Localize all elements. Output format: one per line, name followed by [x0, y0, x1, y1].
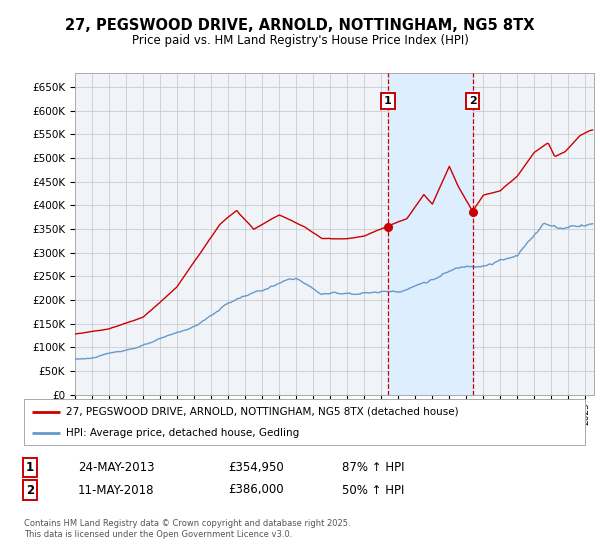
Text: 27, PEGSWOOD DRIVE, ARNOLD, NOTTINGHAM, NG5 8TX (detached house): 27, PEGSWOOD DRIVE, ARNOLD, NOTTINGHAM, …	[66, 407, 459, 417]
Text: Price paid vs. HM Land Registry's House Price Index (HPI): Price paid vs. HM Land Registry's House …	[131, 34, 469, 47]
Text: 11-MAY-2018: 11-MAY-2018	[78, 483, 155, 497]
Text: 1: 1	[384, 96, 392, 106]
Bar	[388, 73, 473, 395]
Text: 2: 2	[26, 483, 34, 497]
Text: HPI: Average price, detached house, Gedling: HPI: Average price, detached house, Gedl…	[66, 428, 299, 438]
Text: 1: 1	[26, 461, 34, 474]
Text: 27, PEGSWOOD DRIVE, ARNOLD, NOTTINGHAM, NG5 8TX: 27, PEGSWOOD DRIVE, ARNOLD, NOTTINGHAM, …	[65, 18, 535, 32]
Text: 87% ↑ HPI: 87% ↑ HPI	[342, 461, 404, 474]
Text: £354,950: £354,950	[228, 461, 284, 474]
Text: Contains HM Land Registry data © Crown copyright and database right 2025.
This d: Contains HM Land Registry data © Crown c…	[24, 520, 350, 539]
Text: £386,000: £386,000	[228, 483, 284, 497]
Text: 50% ↑ HPI: 50% ↑ HPI	[342, 483, 404, 497]
Text: 24-MAY-2013: 24-MAY-2013	[78, 461, 155, 474]
Text: 2: 2	[469, 96, 476, 106]
